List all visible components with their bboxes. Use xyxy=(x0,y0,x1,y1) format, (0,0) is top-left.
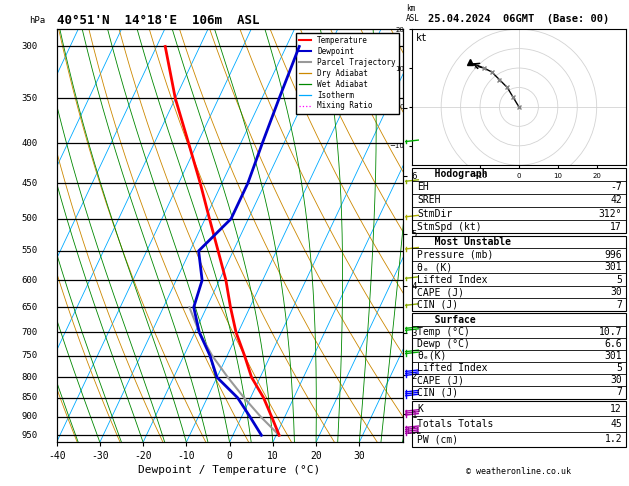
Text: StmDir: StmDir xyxy=(417,208,452,219)
Text: 400: 400 xyxy=(21,139,38,148)
Text: Totals Totals: Totals Totals xyxy=(417,419,493,429)
Text: CIN (J): CIN (J) xyxy=(417,300,458,310)
Text: Dewp (°C): Dewp (°C) xyxy=(417,339,470,349)
Text: 30: 30 xyxy=(610,287,622,297)
Text: © weatheronline.co.uk: © weatheronline.co.uk xyxy=(467,467,571,476)
Text: 700: 700 xyxy=(21,328,38,337)
Text: 7: 7 xyxy=(616,387,622,398)
Text: 950: 950 xyxy=(21,431,38,440)
Text: 650: 650 xyxy=(21,303,38,312)
Text: kt: kt xyxy=(416,33,428,43)
Text: Most Unstable: Most Unstable xyxy=(417,237,511,247)
Text: 45: 45 xyxy=(610,419,622,429)
Text: 1.2: 1.2 xyxy=(604,434,622,444)
Text: 750: 750 xyxy=(21,351,38,360)
X-axis label: Dewpoint / Temperature (°C): Dewpoint / Temperature (°C) xyxy=(138,466,321,475)
Text: 850: 850 xyxy=(21,393,38,402)
Text: 5: 5 xyxy=(616,363,622,373)
Text: Pressure (mb): Pressure (mb) xyxy=(417,249,493,260)
Text: 300: 300 xyxy=(21,42,38,51)
Text: PW (cm): PW (cm) xyxy=(417,434,458,444)
Text: 6.6: 6.6 xyxy=(604,339,622,349)
Text: 10.7: 10.7 xyxy=(599,327,622,337)
Text: 600: 600 xyxy=(21,276,38,285)
Text: CAPE (J): CAPE (J) xyxy=(417,287,464,297)
Text: CAPE (J): CAPE (J) xyxy=(417,375,464,385)
Text: 17: 17 xyxy=(610,222,622,232)
Text: 301: 301 xyxy=(604,262,622,272)
Text: 900: 900 xyxy=(21,413,38,421)
Text: 350: 350 xyxy=(21,94,38,103)
Text: hPa: hPa xyxy=(30,16,46,25)
Text: StmSpd (kt): StmSpd (kt) xyxy=(417,222,482,232)
Text: 312°: 312° xyxy=(599,208,622,219)
Text: Lifted Index: Lifted Index xyxy=(417,275,487,285)
Text: 40°51'N  14°18'E  106m  ASL: 40°51'N 14°18'E 106m ASL xyxy=(57,14,259,27)
Text: 996: 996 xyxy=(604,249,622,260)
Text: LCL: LCL xyxy=(406,427,421,436)
Legend: Temperature, Dewpoint, Parcel Trajectory, Dry Adiabat, Wet Adiabat, Isotherm, Mi: Temperature, Dewpoint, Parcel Trajectory… xyxy=(296,33,399,114)
Text: 550: 550 xyxy=(21,246,38,256)
Text: 450: 450 xyxy=(21,179,38,188)
Text: 42: 42 xyxy=(610,195,622,206)
Text: 30: 30 xyxy=(610,375,622,385)
Text: 301: 301 xyxy=(604,351,622,361)
Text: Surface: Surface xyxy=(417,314,476,325)
Text: EH: EH xyxy=(417,182,429,192)
Text: CIN (J): CIN (J) xyxy=(417,387,458,398)
Text: Temp (°C): Temp (°C) xyxy=(417,327,470,337)
Text: 5: 5 xyxy=(616,275,622,285)
Text: K: K xyxy=(417,404,423,414)
Text: Lifted Index: Lifted Index xyxy=(417,363,487,373)
Text: θₑ (K): θₑ (K) xyxy=(417,262,452,272)
Text: θₑ(K): θₑ(K) xyxy=(417,351,447,361)
Text: SREH: SREH xyxy=(417,195,440,206)
Text: 25.04.2024  06GMT  (Base: 00): 25.04.2024 06GMT (Base: 00) xyxy=(428,14,610,24)
Text: 500: 500 xyxy=(21,214,38,223)
Text: 800: 800 xyxy=(21,373,38,382)
Text: Hodograph: Hodograph xyxy=(417,169,487,179)
Text: -7: -7 xyxy=(610,182,622,192)
Text: 12: 12 xyxy=(610,404,622,414)
Text: 7: 7 xyxy=(616,300,622,310)
Text: km
ASL: km ASL xyxy=(406,3,420,23)
